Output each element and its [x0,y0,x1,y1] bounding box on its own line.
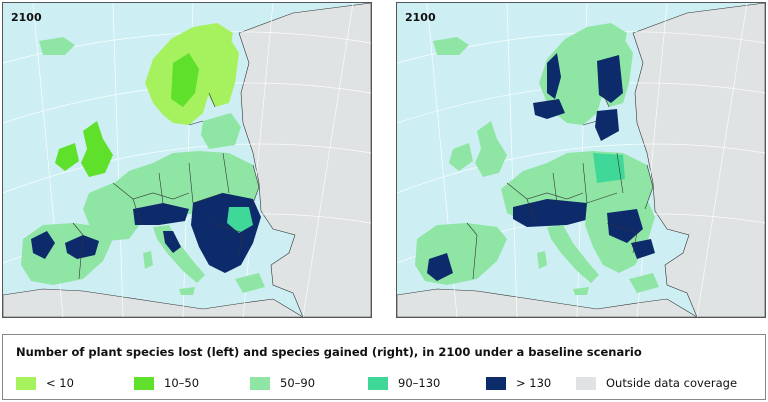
outside-coverage-east [632,3,765,317]
legend-swatch [486,376,506,390]
legend-label: < 10 [46,376,74,390]
region-turkey-edge [235,273,265,293]
region-baltics [201,113,241,149]
region-alps-loss-high [133,203,189,225]
legend-title: Number of plant species lost (left) and … [16,345,642,359]
region-finland [207,37,239,107]
outside-coverage-east [238,3,371,317]
country-borders [466,92,654,280]
region-baltics-gain-high [595,109,619,141]
region-sicily [179,287,195,295]
legend-swatch [250,376,270,390]
region-scandinavia-mid [171,53,199,107]
map-year-label: 2100 [11,11,42,24]
region-finland-gain-high [597,55,623,103]
legend-label: 50–90 [280,376,316,390]
region-britain [475,121,507,177]
region-italy [547,225,599,283]
legend-item-gt130: > 130 [486,374,551,392]
legend-swatch [576,376,596,390]
region-bulgaria-gain-high [631,239,655,259]
legend-item-10-50: 10–50 [134,374,199,392]
outside-coverage-africa [3,288,304,317]
region-france [83,183,141,241]
region-balkans [191,193,261,273]
legend-item-outside: Outside data coverage [576,374,737,392]
map-species-gained: 2100 [396,2,766,318]
legend-item-lt10: < 10 [16,374,74,392]
region-britain [81,121,113,177]
region-sicily [573,287,589,295]
legend-label: Outside data coverage [606,376,738,390]
region-balkans-gain-high [607,209,643,243]
region-norway-gain-high [547,53,561,99]
region-iberia [415,223,507,285]
legend-label: 90–130 [398,376,441,390]
legend-item-90-130: 90–130 [368,374,440,392]
region-sardinia [143,251,153,269]
region-italy-loss-high [163,231,181,253]
region-turkey-edge [629,273,659,293]
legend-swatch [134,376,154,390]
legend-label: > 130 [516,376,552,390]
region-ireland [55,143,79,171]
country-borders [72,92,260,280]
region-iberia-gain-high [427,253,453,281]
region-ireland [449,143,473,171]
region-poland-green [593,153,625,183]
legend-swatch [16,376,36,390]
map-species-gained-graphic [397,3,765,317]
region-sweden-gain-high [533,99,565,119]
legend-swatch [368,376,388,390]
region-iceland [39,37,75,55]
legend: Number of plant species lost (left) and … [2,334,766,400]
region-balkans-green [227,207,253,233]
region-iberia-loss-high [31,231,55,259]
region-iceland [433,37,469,55]
map-species-lost-graphic [3,3,371,317]
legend-items: < 10 10–50 50–90 90–130 > 130 Outside da… [16,374,755,392]
region-sardinia [537,251,547,269]
map-year-label: 2100 [405,11,436,24]
outside-coverage-africa [397,288,698,317]
legend-item-50-90: 50–90 [250,374,315,392]
map-species-lost: 2100 [2,2,372,318]
legend-label: 10–50 [164,376,200,390]
